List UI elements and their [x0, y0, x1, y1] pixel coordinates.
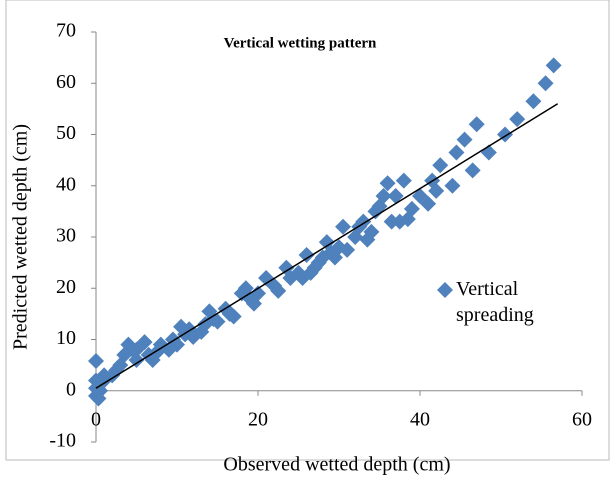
point: [395, 172, 412, 189]
point: [339, 241, 356, 258]
y-tick-label: 70: [56, 20, 76, 42]
point: [468, 116, 485, 133]
x-axis-label: Observed wetted depth (cm): [223, 454, 450, 476]
x-tick-label: 40: [410, 408, 430, 430]
x-tick-label: 20: [248, 408, 268, 430]
point: [88, 353, 104, 370]
point: [403, 200, 420, 217]
point: [428, 182, 445, 199]
trendline: [95, 103, 559, 389]
x-tick-label: 60: [572, 408, 592, 430]
point: [383, 213, 400, 230]
point: [96, 367, 113, 384]
point: [448, 144, 465, 161]
y-tick-label: 50: [56, 122, 76, 144]
y-tick-label: -10: [49, 430, 76, 452]
legend-marker: [437, 282, 453, 298]
point: [128, 352, 145, 368]
y-tick-label: 40: [56, 173, 76, 195]
point: [225, 308, 242, 325]
point: [375, 188, 392, 204]
point: [537, 75, 554, 92]
x-tick-label: 0: [91, 408, 101, 430]
point: [209, 313, 226, 330]
point: [136, 334, 153, 351]
point: [335, 218, 352, 235]
y-tick-label: 10: [56, 327, 76, 349]
point: [464, 162, 481, 179]
y-tick-label: 20: [56, 276, 76, 298]
point: [444, 177, 461, 194]
point: [525, 93, 542, 110]
y-tick-label: 0: [66, 378, 76, 400]
point: [363, 223, 380, 240]
point: [298, 246, 315, 263]
y-tick-label: 30: [56, 225, 76, 247]
point: [379, 175, 396, 192]
point: [387, 188, 404, 204]
point: [116, 346, 133, 363]
point: [432, 157, 449, 174]
point: [270, 282, 287, 299]
y-tick-label: 60: [56, 71, 76, 93]
legend-label: Vertical spreading: [456, 278, 534, 326]
point: [456, 131, 473, 148]
point: [245, 295, 262, 312]
chart-title: Vertical wetting pattern: [224, 35, 377, 51]
point: [509, 111, 526, 128]
chart-border: [5, 0, 610, 461]
y-axis-label: Predicted wetted depth (cm): [10, 124, 32, 350]
point: [545, 57, 562, 74]
point: [250, 285, 266, 302]
point: [420, 195, 437, 212]
